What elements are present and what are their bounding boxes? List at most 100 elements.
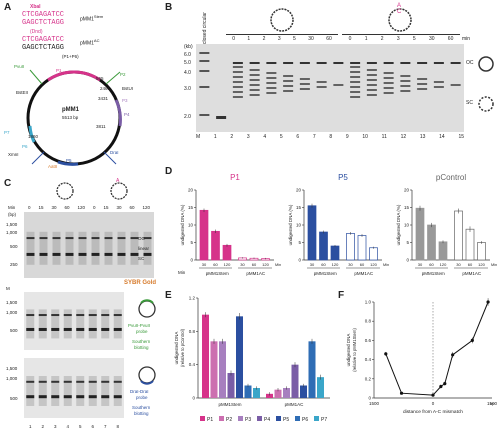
site-p5: P5 <box>66 158 72 163</box>
e-group-label: pMM1Stem <box>218 402 241 407</box>
sc-label-b: SC <box>466 100 473 106</box>
band <box>26 252 35 256</box>
e-legend-label: P1 <box>207 417 213 423</box>
d-min-unit: Min <box>383 263 389 267</box>
d-title: pControl <box>436 173 466 182</box>
d-bar <box>415 207 425 261</box>
band <box>38 395 47 399</box>
num-1: 565 <box>96 76 104 81</box>
d-bar <box>346 233 355 261</box>
sybr-label: SYBR Gold <box>124 280 157 286</box>
panel-e-chart: 0 0.4 0.8 1.2 undigested DNA (relative to pCo… <box>174 296 330 423</box>
topo-band <box>249 94 260 96</box>
dnd-label: (Dnd) <box>30 29 43 35</box>
smear <box>91 231 100 265</box>
f-point <box>399 391 404 395</box>
site-p1: P1 <box>56 68 62 73</box>
band <box>91 252 100 256</box>
d-ytick-label: 10 <box>296 223 302 228</box>
band <box>101 395 110 399</box>
d-group-label: pMM1AC <box>246 271 266 276</box>
d-bar <box>454 210 463 261</box>
smear <box>26 309 35 339</box>
topo-band <box>400 85 411 87</box>
oc-band <box>450 62 461 64</box>
panel-label-d: D <box>165 166 173 177</box>
d-bar <box>438 241 448 261</box>
smear <box>63 309 72 339</box>
marker-5: 5.0 <box>184 60 191 66</box>
topo-band <box>283 85 294 87</box>
oc-band <box>350 62 361 64</box>
minutes-row-2: 0 1 2 3 5 30 60 <box>348 36 454 42</box>
d-ylabel: undigested DNA (%) <box>288 204 293 245</box>
smear <box>88 376 97 406</box>
topo-band <box>350 81 361 83</box>
c-circle-icon-2: A <box>110 178 128 200</box>
f-ytick-label: 0.4 <box>365 357 372 362</box>
e-legend-swatch <box>276 416 281 421</box>
band <box>117 252 126 256</box>
f-point <box>470 338 474 342</box>
f-ytick-label: 0.8 <box>365 319 372 324</box>
plasmid-name: pMM1 <box>62 107 79 113</box>
e-bar <box>291 364 299 398</box>
e-legend-label: P6 <box>302 417 308 423</box>
topo-band <box>283 80 294 82</box>
oc-band <box>283 62 294 64</box>
smear <box>104 231 113 265</box>
e-bar <box>236 316 243 398</box>
xbai-label: XbaI <box>30 4 41 10</box>
e-legend-swatch <box>257 416 262 421</box>
oc-band <box>232 62 243 64</box>
topo-band <box>366 74 377 76</box>
smear <box>26 376 35 406</box>
smear <box>130 231 139 265</box>
num-2: 2461 <box>100 86 111 91</box>
oc-band <box>400 62 411 64</box>
smear <box>38 376 47 406</box>
d-group-label: pMM1Stem <box>314 271 337 276</box>
lanes-b: M 1 2 3 4 5 6 7 8 9 10 11 12 13 14 15 <box>196 134 464 140</box>
d-xtick-label: 120 <box>440 262 447 267</box>
sc-band <box>216 116 227 119</box>
band <box>130 252 139 256</box>
c-min-row: 0 15 30 60 120 0 15 30 60 120 <box>27 205 150 210</box>
topo-band <box>232 81 243 83</box>
band <box>65 237 74 240</box>
c-mid-1500: 1,500 <box>6 300 18 305</box>
gel-c-mid <box>24 292 124 350</box>
topo-band <box>232 86 243 88</box>
smear <box>113 309 122 339</box>
f-xtick-label: 1500 <box>487 401 498 406</box>
e-ylabel: undigested DNA <box>174 332 179 365</box>
f-point <box>486 300 490 304</box>
topo-band <box>316 86 327 88</box>
panel-d-charts: P1 0 5 10 15 20 undigested DNA (%) 30 60 120 30 60 1… <box>180 173 497 276</box>
c-mid-500: 500 <box>10 328 18 333</box>
site-xmni: XmnI <box>8 152 19 157</box>
e-legend-label: P7 <box>321 417 327 423</box>
d-ytick-label: 0 <box>190 258 193 263</box>
c-bot-1500: 1,500 <box>6 366 18 371</box>
c-m-label: M <box>6 286 10 291</box>
e-ylabel: (relative to pControl) <box>180 328 185 367</box>
topo-band <box>400 75 411 77</box>
sequence-1: CTCGAGATCC GAGCTCTAGG <box>22 11 64 27</box>
band <box>26 314 35 317</box>
topo-band <box>433 86 444 88</box>
c-marker-250: 250 <box>10 262 18 267</box>
d-group-label: pMM1Stem <box>206 271 229 276</box>
topo-band <box>366 79 377 81</box>
smear <box>76 376 85 406</box>
bracket-1 <box>226 34 338 35</box>
topo-band <box>350 96 361 98</box>
band <box>78 252 87 256</box>
topo-band <box>249 74 260 76</box>
topo-band <box>400 90 411 92</box>
d-ytick-label: 20 <box>404 188 410 193</box>
d-xtick-label: 30 <box>418 262 423 267</box>
topo-band <box>383 77 394 79</box>
min-unit: min <box>462 36 471 42</box>
e-bar <box>266 393 273 398</box>
